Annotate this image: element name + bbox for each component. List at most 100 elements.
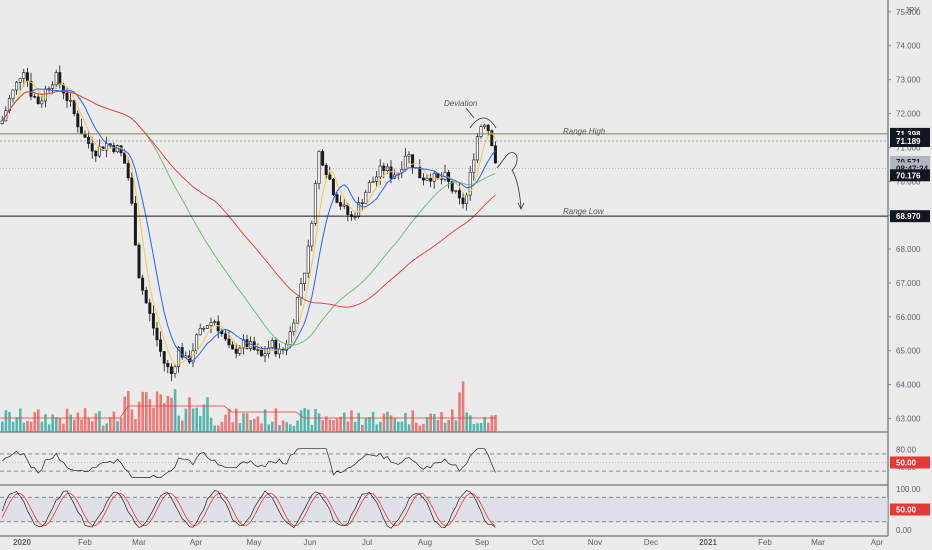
volume-bar: [490, 415, 494, 432]
volume-bar: [209, 417, 213, 432]
candle-body: [342, 204, 346, 207]
candle-body: [33, 96, 37, 98]
candle-body: [173, 366, 177, 374]
volume-bar: [404, 412, 407, 432]
volume-bar: [303, 408, 306, 432]
candle-body: [58, 72, 62, 86]
volume-bar: [80, 419, 83, 432]
y-tick-label: 74.000: [896, 42, 921, 51]
sma-red-line: [1, 90, 496, 308]
volume-bar: [127, 391, 130, 432]
volume-bar: [407, 424, 411, 432]
volume-bar: [98, 411, 101, 432]
candle-body: [238, 347, 242, 354]
volume-bar: [206, 397, 209, 432]
x-tick-label: 2020: [13, 538, 31, 547]
x-tick-label: Mar: [132, 538, 146, 547]
x-tick-label: Mar: [811, 538, 825, 547]
candle-body: [137, 244, 141, 279]
volume-bar: [310, 424, 314, 432]
range-levels: [0, 133, 888, 217]
volume-bar: [181, 420, 184, 432]
candle-body: [331, 178, 335, 196]
candle-body: [353, 216, 357, 218]
volume-bar: [397, 421, 400, 432]
volume-bar: [256, 416, 260, 432]
candle-body: [274, 340, 278, 355]
candle-body: [335, 194, 339, 203]
candle-body: [223, 333, 227, 340]
volume-bar: [101, 425, 105, 432]
volume-bar: [55, 417, 58, 432]
candle-body: [299, 283, 303, 298]
volume-bar: [393, 417, 396, 432]
candle-body: [364, 191, 368, 204]
volume-bar: [191, 408, 195, 432]
moving-averages: [1, 80, 496, 365]
stoch-tag-label: 50.00: [896, 506, 917, 515]
volume-bar: [4, 410, 8, 432]
candle-body: [490, 130, 494, 147]
x-tick-label: Aug: [418, 538, 432, 547]
volume-bar: [105, 423, 108, 432]
candle-body: [148, 302, 152, 314]
volume-bar: [494, 415, 497, 432]
y-tick-label: 64.000: [896, 381, 921, 390]
y-tick-label: 70.000: [896, 177, 921, 186]
volume-bar: [112, 411, 116, 432]
x-tick-label: 2021: [699, 538, 717, 547]
volume-bar: [224, 414, 227, 432]
volume-bar: [332, 420, 335, 432]
stoch-tick-label: 0.00: [896, 526, 912, 535]
volume-bar: [184, 408, 188, 432]
price-tag-label: 70.176: [896, 171, 921, 180]
volume-bar: [267, 424, 270, 432]
candle-body: [245, 339, 249, 349]
volume-bar: [19, 408, 22, 432]
volume-bar: [109, 417, 112, 432]
candle-body: [357, 202, 361, 218]
volume-bar: [202, 404, 206, 432]
candle-body: [54, 72, 58, 86]
x-tick-label: Jun: [304, 538, 317, 547]
candle-body: [429, 178, 433, 182]
candle-body: [324, 164, 328, 175]
volume-bar: [227, 408, 231, 432]
volume-bar: [343, 412, 346, 432]
volume-bar: [447, 419, 450, 432]
volume-bar: [371, 411, 375, 432]
volume-bar: [368, 417, 371, 432]
y-tick-label: 68.000: [896, 245, 921, 254]
volume-bar: [285, 422, 288, 432]
volume-bar: [379, 421, 382, 432]
volume-bar: [11, 421, 15, 432]
volume-bar: [76, 412, 80, 432]
volume-bar: [335, 418, 339, 432]
rsi-line: [1, 448, 496, 478]
x-tick-label: Sep: [475, 538, 490, 547]
volume-bar: [382, 413, 386, 432]
y-tick-label: 72.000: [896, 110, 921, 119]
candle-body: [288, 331, 292, 345]
candle-body: [123, 152, 127, 164]
volume-bar: [69, 414, 72, 432]
volume-bar: [213, 425, 216, 432]
candle-body: [112, 145, 116, 153]
candle-body: [169, 366, 173, 374]
candle-body: [36, 96, 40, 105]
stoch-tag: [890, 503, 930, 516]
deviation-label: Deviation: [444, 99, 478, 108]
volume-bar: [217, 425, 220, 432]
volume-bar: [44, 414, 47, 432]
volume-bar: [163, 403, 166, 432]
candle-body: [65, 92, 69, 101]
candle-body: [303, 272, 307, 284]
y-tick-label: 63.000: [896, 414, 921, 423]
range-low-label: Range Low: [563, 207, 605, 216]
volume-bar: [418, 425, 422, 432]
price-tag-label: 71.398: [896, 130, 921, 139]
volume-bar: [454, 420, 458, 432]
candle-body: [213, 321, 217, 323]
volume-bar: [166, 395, 170, 432]
